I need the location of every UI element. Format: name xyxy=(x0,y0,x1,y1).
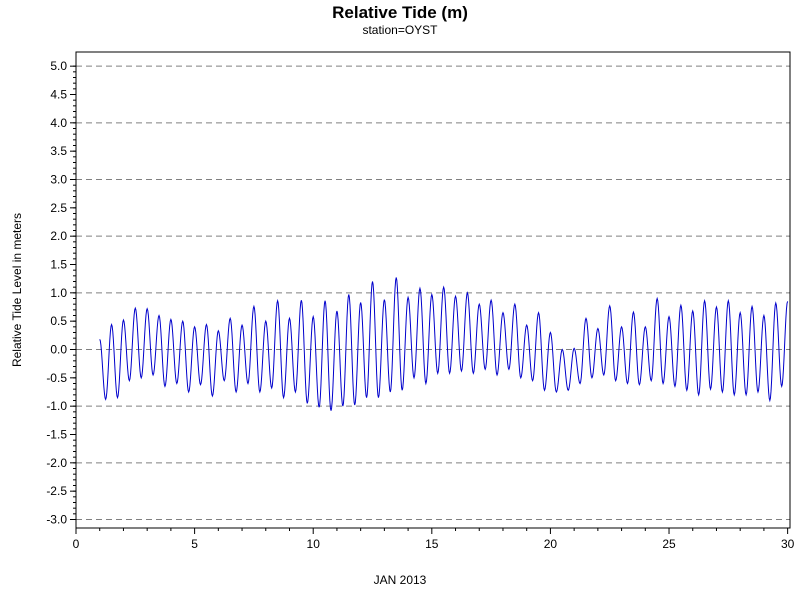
x-tick-label: 25 xyxy=(662,537,676,551)
y-tick-label: 2.0 xyxy=(50,229,67,243)
x-tick-label: 30 xyxy=(781,537,795,551)
y-tick-label: 2.5 xyxy=(50,201,67,215)
x-tick-label: 0 xyxy=(73,537,80,551)
x-axis-label: JAN 2013 xyxy=(374,573,427,587)
y-axis-label: Relative Tide Level in meters xyxy=(10,213,24,367)
y-tick-label: 0.5 xyxy=(50,314,67,328)
gridlines xyxy=(76,65,790,520)
y-tick-label: 1.5 xyxy=(50,258,67,272)
chart-subtitle: station=OYST xyxy=(362,23,438,37)
chart-title: Relative Tide (m) xyxy=(332,3,468,22)
y-tick-label: 1.0 xyxy=(50,286,67,300)
y-tick-label: 3.0 xyxy=(50,173,67,187)
series-layer xyxy=(99,277,789,411)
x-tick-label: 20 xyxy=(544,537,558,551)
y-tick-label: 4.0 xyxy=(50,116,67,130)
tide-series-line xyxy=(99,277,789,411)
y-tick-label: 3.5 xyxy=(50,144,67,158)
plot-frame xyxy=(75,51,791,529)
x-tick-label: 5 xyxy=(191,537,198,551)
y-tick-label: -2.0 xyxy=(46,456,67,470)
x-tick-label: 15 xyxy=(425,537,439,551)
y-axis: 5.0 4.5 4.0 3.5 3.0 2.5 2.0 1.5 1.0 0.5 0.0 -0.5 -1.… xyxy=(46,59,76,527)
x-axis: 0 5 10 15 20 25 30 xyxy=(73,528,795,551)
y-tick-label: -0.5 xyxy=(46,371,67,385)
y-tick-label: -3.0 xyxy=(46,513,67,527)
x-tick-label: 10 xyxy=(307,537,321,551)
y-tick-label: -1.0 xyxy=(46,399,67,413)
y-tick-label: 4.5 xyxy=(50,88,67,102)
y-tick-label: 0.0 xyxy=(50,343,67,357)
y-tick-label: 5.0 xyxy=(50,59,67,73)
y-tick-label: -1.5 xyxy=(46,428,67,442)
y-tick-label: -2.5 xyxy=(46,484,67,498)
